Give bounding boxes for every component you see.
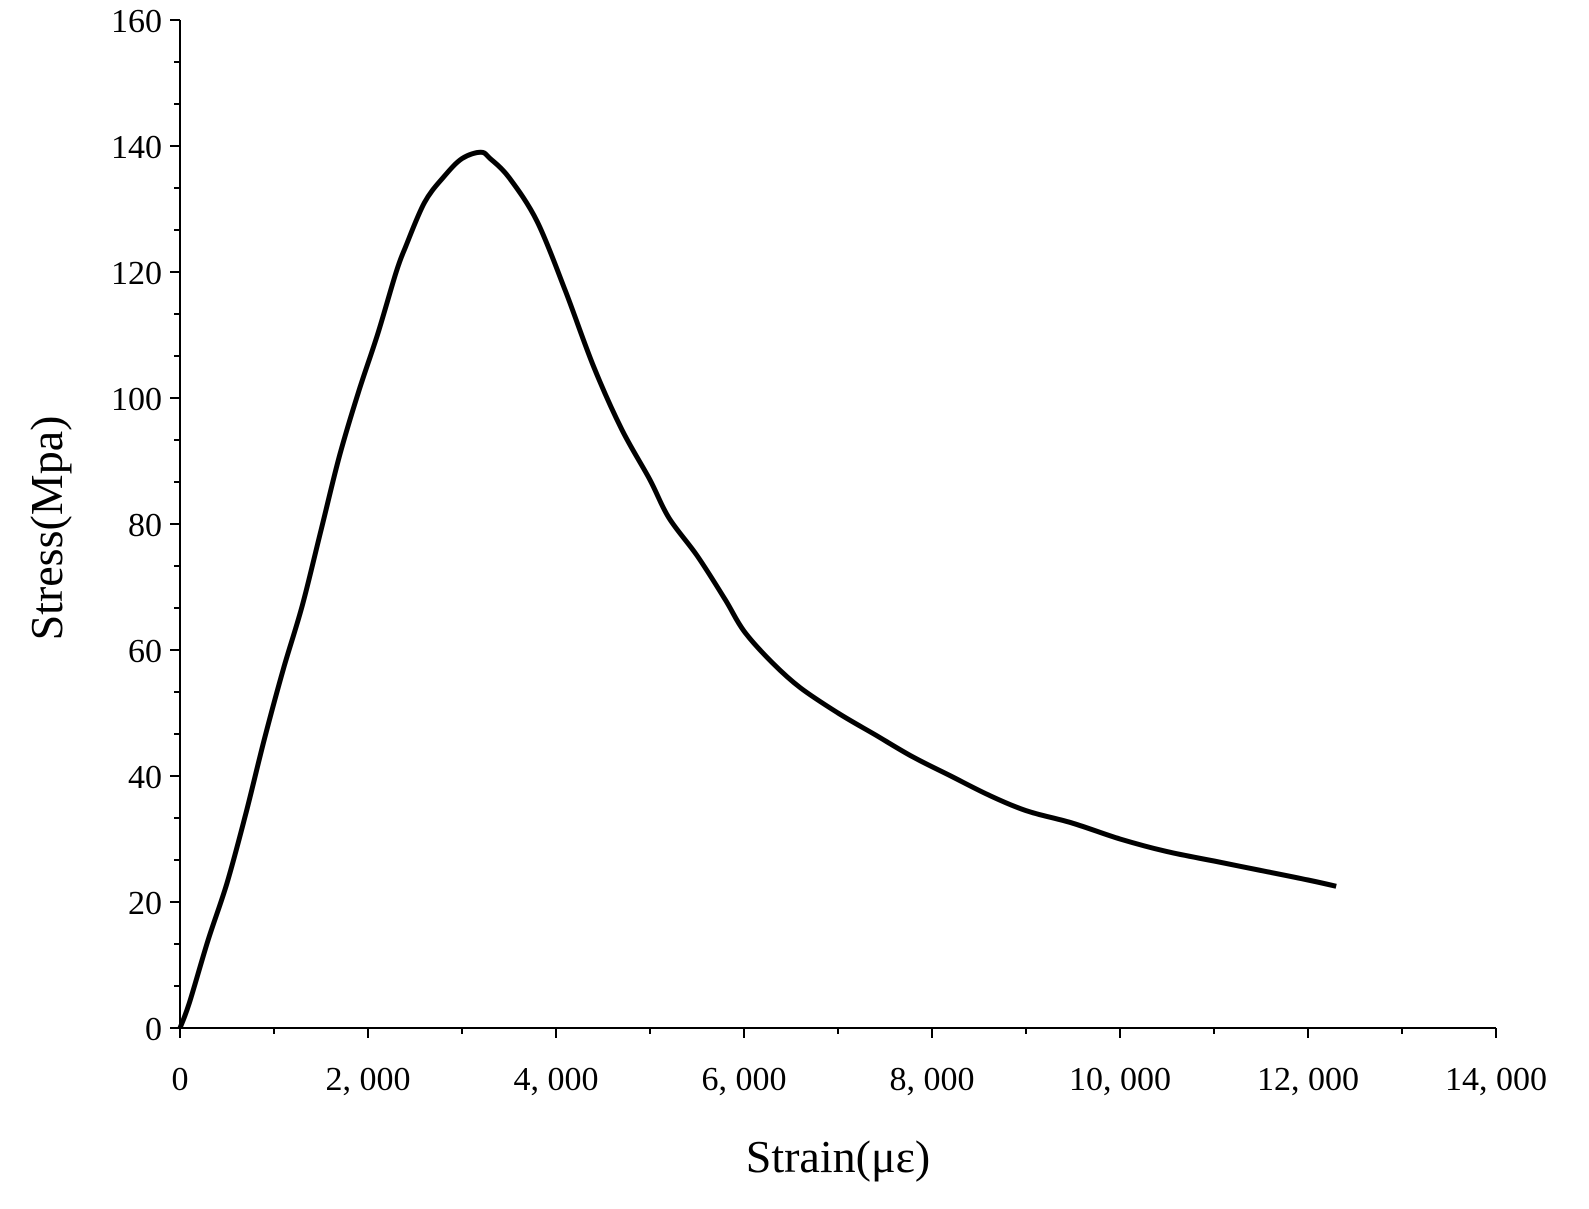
y-tick-label: 160 (111, 3, 162, 40)
y-tick-label: 60 (128, 633, 162, 670)
y-tick-label: 40 (128, 759, 162, 796)
tick-labels: 0 2, 000 4, 000 6, 000 8, 000 10, 000 12, 000 1… (111, 3, 1547, 1098)
y-tick-label: 0 (145, 1011, 162, 1048)
x-tick-label: 0 (172, 1061, 189, 1098)
y-tick-label: 20 (128, 885, 162, 922)
x-tick-label: 12, 000 (1257, 1061, 1359, 1098)
y-tick-label: 100 (111, 381, 162, 418)
x-tick-label: 4, 000 (514, 1061, 599, 1098)
ticks (170, 19, 1497, 1038)
y-tick-label: 140 (111, 129, 162, 166)
y-tick-label: 120 (111, 255, 162, 292)
x-axis-title: Strain(με) (746, 1131, 931, 1182)
y-tick-label: 80 (128, 507, 162, 544)
series-layer (177, 149, 1337, 1029)
x-tick-label: 2, 000 (326, 1061, 411, 1098)
x-tick-label: 10, 000 (1069, 1061, 1171, 1098)
x-tick-label: 14, 000 (1445, 1061, 1547, 1098)
y-axis-title: Stress(Mpa) (21, 416, 72, 641)
stress-strain-curve (177, 149, 1337, 1029)
x-tick-label: 6, 000 (702, 1061, 787, 1098)
x-tick-label: 8, 000 (890, 1061, 975, 1098)
